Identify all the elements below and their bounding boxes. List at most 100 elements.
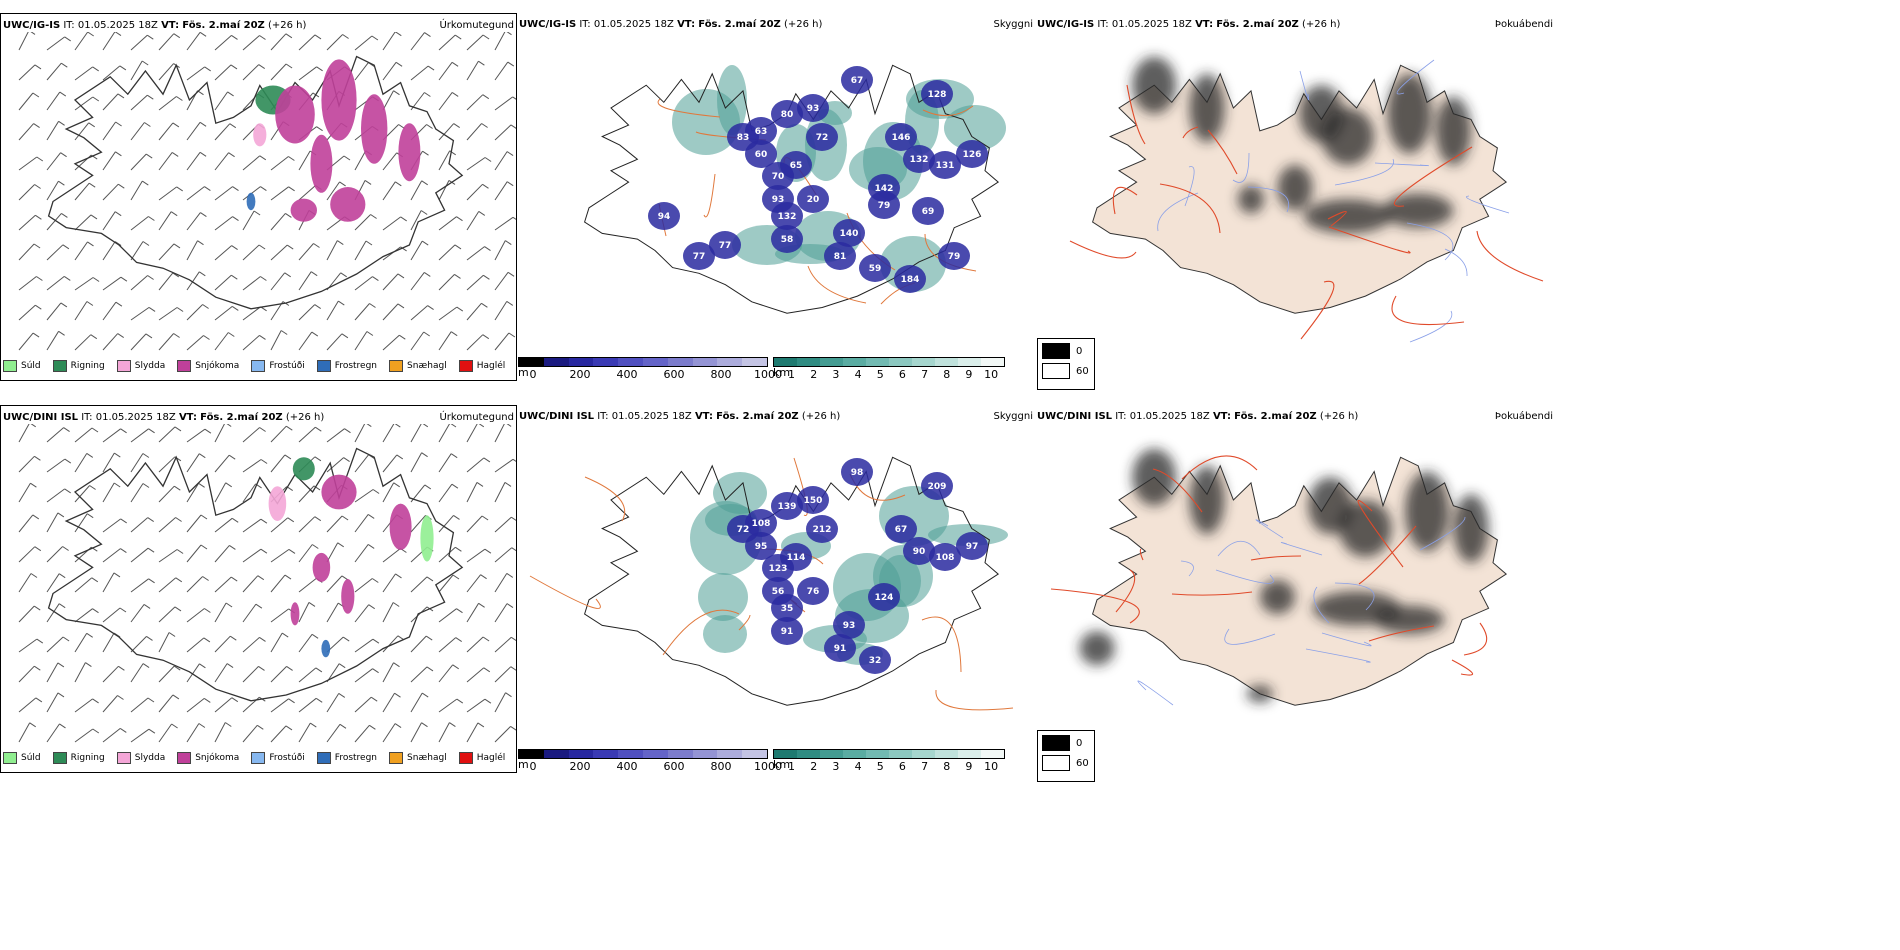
wind-barb-flag <box>62 636 70 642</box>
wind-barb-flag <box>204 697 211 703</box>
depth-label: 79 <box>878 201 891 211</box>
panel-header: UWC/DINI ISL IT: 01.05.2025 18Z VT: Fös.… <box>519 411 841 422</box>
wind-barb-flag <box>92 277 100 282</box>
wind-barb <box>270 517 289 533</box>
wind-barb-flag <box>483 667 491 673</box>
legend-swatch <box>251 360 266 372</box>
wind-barb <box>214 152 229 171</box>
wind-barb <box>382 662 394 683</box>
cloud-depth-area <box>771 202 803 230</box>
wind-barb-flag <box>231 274 238 280</box>
precip-area <box>290 602 300 626</box>
wind-barb <box>382 246 401 261</box>
legend-item: Haglél <box>458 752 505 764</box>
wind-barb-flag <box>92 96 100 102</box>
wind-barb-flag <box>481 302 488 308</box>
wind-barb <box>466 722 479 743</box>
wind-barb <box>494 181 508 201</box>
wind-barb <box>242 724 258 743</box>
wind-barb-flag <box>482 636 490 642</box>
wind-barb-flag <box>175 577 183 583</box>
river <box>1247 186 1289 213</box>
wind-barb-flag <box>147 697 155 703</box>
wind-barb-flag <box>421 692 429 698</box>
wind-barb-flag <box>421 452 428 458</box>
wind-barb <box>130 275 148 291</box>
wind-barb-flag <box>507 271 515 277</box>
legend-item: Frostúði <box>251 752 305 764</box>
colorbar-tick: 400 <box>616 368 638 381</box>
wind-barb <box>130 122 145 141</box>
wind-barb <box>214 517 233 533</box>
river <box>1321 632 1372 647</box>
fog-legend-swatch <box>1042 363 1070 379</box>
wind-barb-flag <box>422 424 429 428</box>
wind-barb-flag <box>88 122 95 128</box>
wind-barb-flag <box>86 513 94 519</box>
wind-barb-flag <box>32 514 40 520</box>
wind-barb-flag <box>30 482 37 488</box>
wind-barb <box>158 485 175 503</box>
colorbar-segment <box>958 750 981 758</box>
wind-barb-flag <box>395 573 402 579</box>
depth-label: 95 <box>755 542 768 552</box>
fog-map <box>1050 448 1508 706</box>
wind-barb-flag <box>174 485 181 491</box>
depth-label: 212 <box>813 525 832 535</box>
colorbar-tick: 10 <box>984 760 999 773</box>
depth-label: 58 <box>781 235 794 245</box>
wind-barb-flag <box>174 426 182 432</box>
wind-barb <box>46 302 62 321</box>
fog-area <box>1383 193 1454 228</box>
wind-barb-flag <box>176 549 184 554</box>
precip-type-title: Úrkomutegund <box>439 412 514 423</box>
wind-barb-flag <box>142 453 150 458</box>
cloud-depth-area <box>833 611 865 639</box>
wind-barb <box>46 152 61 171</box>
wind-barb <box>46 636 64 653</box>
wind-barb <box>214 245 232 261</box>
wind-barb <box>74 698 93 713</box>
fog-panel-row2: UWC/DINI ISL IT: 01.05.2025 18Z VT: Fös.… <box>1035 405 1555 782</box>
wind-barb <box>214 635 231 653</box>
wind-barb <box>298 722 311 743</box>
cloud-depth-area <box>771 617 803 645</box>
wind-barb-flag <box>450 453 458 459</box>
wind-barb-flag <box>259 155 267 161</box>
wind-barb-flag <box>395 32 402 37</box>
colorbar-segment <box>593 358 619 366</box>
wind-barb <box>438 34 456 51</box>
wind-barb-flag <box>311 633 319 639</box>
wind-barb <box>438 216 457 231</box>
wind-barb-flag <box>118 183 125 189</box>
wind-barb-flag <box>257 575 265 581</box>
wind-barb-flag <box>114 241 122 247</box>
colorbar-tick: 10 <box>984 368 999 381</box>
wind-barb-flag <box>142 241 150 246</box>
wind-barb <box>298 304 316 321</box>
legend-swatch <box>251 752 266 764</box>
wind-barb <box>326 693 340 713</box>
cloud-depth-area <box>903 145 935 173</box>
fog-area <box>1339 500 1392 557</box>
wind-barb-flag <box>422 150 429 156</box>
wind-barb <box>354 331 368 351</box>
wind-barb-flag <box>35 304 42 310</box>
wind-barb <box>102 518 121 533</box>
wind-barb-flag <box>506 603 514 609</box>
wind-barb <box>242 637 260 653</box>
wind-barb <box>102 632 115 653</box>
colorbar-segment <box>519 750 544 758</box>
wind-barb <box>354 489 374 503</box>
wind-barb <box>466 424 478 443</box>
wind-barb-flag <box>258 665 265 671</box>
wind-barb <box>494 301 508 321</box>
wind-barb <box>382 602 394 623</box>
fog-area <box>1374 605 1445 634</box>
wind-barb-flag <box>230 635 237 641</box>
wind-barb-flag <box>86 452 94 458</box>
wind-barb-flag <box>146 635 153 641</box>
wind-barb <box>214 35 232 51</box>
colorbar-segment <box>866 358 889 366</box>
colorbar-tick: 2 <box>810 368 818 381</box>
